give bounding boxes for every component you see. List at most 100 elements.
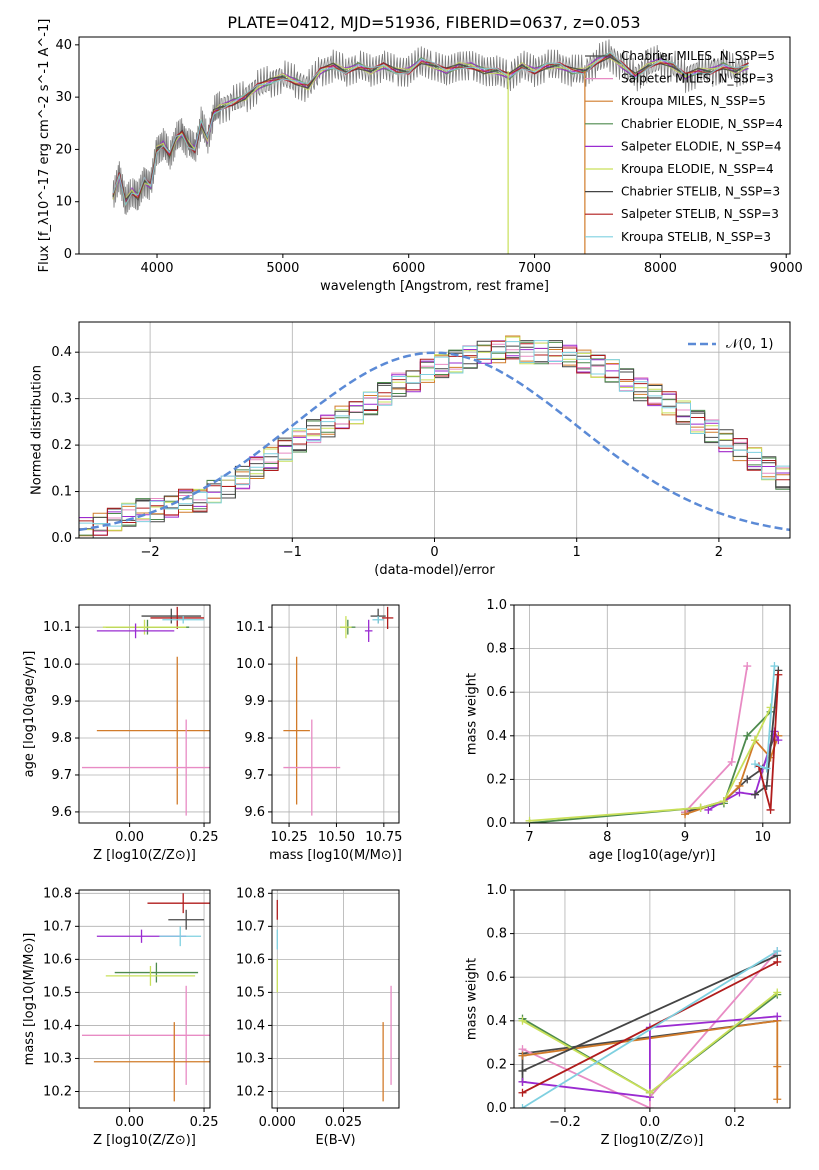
plot-area <box>79 605 210 823</box>
weight-marker <box>751 790 760 799</box>
y-tick-label: 9.9 <box>244 694 265 709</box>
y-axis-label: age [log10(age/yr)] <box>22 651 37 778</box>
y-axis-label: mass weight <box>465 958 480 1040</box>
weight-marker <box>743 775 752 784</box>
y-tick-label: 10.8 <box>236 886 265 901</box>
panel-massweight-vs-age: 7 8 9 10 0.0 0.2 0.4 0.6 0.8 1.0 age [log10(age/yr… <box>465 598 791 863</box>
y-tick-label: 0.4 <box>486 729 507 744</box>
weight-marker <box>773 957 782 966</box>
y-tick-label: 0.3 <box>51 392 72 407</box>
weight-line-2 <box>684 735 780 816</box>
weight-line-5 <box>529 707 772 822</box>
panel-age-vs-Z: 0.00 0.25 9.6 9.7 9.8 9.9 10.0 10.1 Z [log10(Z/Z… <box>22 604 219 863</box>
y-tick-label: 0.8 <box>486 927 507 942</box>
legend-label: Kroupa MILES, N_SSP=5 <box>621 94 766 108</box>
y-axis-label: Flux [f_λ10^-17 erg cm^-2 s^-1 A^-1] <box>37 19 52 273</box>
y-tick-label: 10.4 <box>43 1018 72 1033</box>
legend-label: Chabrier MILES, N_SSP=5 <box>621 49 775 63</box>
plot-area <box>79 890 210 1108</box>
legend-label: 𝒩(0, 1) <box>726 337 773 352</box>
weight-marker <box>727 757 736 766</box>
axes-frame <box>271 889 400 1109</box>
y-tick-label: 10.5 <box>236 985 265 1000</box>
y-tick-label: 9.7 <box>244 768 265 783</box>
weight-marker <box>774 736 783 745</box>
y-tick-label: 0.4 <box>51 345 72 360</box>
x-tick-label: 4000 <box>140 261 173 276</box>
y-tick-label: 20 <box>55 142 72 157</box>
weight-marker <box>719 797 728 806</box>
y-axis-label: Normed distribution <box>30 365 45 495</box>
weight-marker <box>645 1088 654 1097</box>
legend: 𝒩(0, 1) <box>688 337 773 352</box>
weight-marker <box>773 947 782 956</box>
weight-marker <box>773 1062 782 1071</box>
legend-label: Chabrier STELIB, N_SSP=3 <box>621 185 780 199</box>
x-tick-label: 6000 <box>392 261 425 276</box>
y-tick-label: 1.0 <box>486 883 507 898</box>
weight-marker <box>773 988 782 997</box>
weight-line-1 <box>522 950 778 1108</box>
y-tick-label: 9.6 <box>51 805 72 820</box>
y-tick-label: 0.8 <box>486 642 507 657</box>
x-axis-label: Z [log10(Z/Z⊙)] <box>93 1133 196 1148</box>
plot-area <box>272 890 399 1108</box>
legend-label: Salpeter MILES, N_SSP=3 <box>621 72 774 86</box>
legend-label: Kroupa ELODIE, N_SSP=4 <box>621 162 774 176</box>
weight-marker <box>743 662 752 671</box>
y-tick-label: 0.4 <box>486 1014 507 1029</box>
plot-area <box>112 39 749 254</box>
x-axis-label: age [log10(age/yr)] <box>589 848 716 863</box>
weight-marker <box>762 764 771 773</box>
y-tick-label: 0.2 <box>51 438 72 453</box>
x-tick-label: 8 <box>603 830 611 845</box>
y-tick-label: 10.6 <box>236 952 265 967</box>
weight-marker <box>518 1051 527 1060</box>
x-tick-label: 7 <box>525 830 533 845</box>
x-tick-label: 10.75 <box>365 830 402 845</box>
weight-line-7 <box>522 961 778 1094</box>
x-axis-label: (data-model)/error <box>374 563 495 578</box>
y-tick-label: 0 <box>64 247 72 262</box>
y-tick-label: 10 <box>55 195 72 210</box>
axes-frame <box>78 604 211 824</box>
weight-marker <box>766 805 775 814</box>
x-axis-label: E(B-V) <box>315 1133 355 1148</box>
plot-area <box>272 605 399 823</box>
weight-marker <box>774 670 783 679</box>
plot-area <box>79 322 790 538</box>
weight-marker <box>645 1104 654 1108</box>
x-tick-label: 0.000 <box>259 1115 296 1130</box>
x-tick-label: 0.0 <box>640 1115 661 1130</box>
weight-line-8 <box>522 950 778 1108</box>
x-tick-label: 0.2 <box>724 1115 745 1130</box>
x-axis-label: mass [log10(M/M⊙)] <box>269 848 402 863</box>
x-axis-label: wavelength [Angstrom, rest frame] <box>320 279 549 294</box>
weight-marker <box>518 1066 527 1075</box>
x-tick-label: 0.00 <box>115 830 144 845</box>
legend-label: Kroupa STELIB, N_SSP=3 <box>621 230 771 244</box>
x-tick-label: 9 <box>681 830 689 845</box>
y-tick-label: 9.7 <box>51 768 72 783</box>
panel-age-vs-mass: 10.25 10.50 10.75 9.6 9.7 9.8 9.9 10.0 10.1 mass … <box>236 604 402 863</box>
panel-residuals: 𝒩(0, 1) −2 −1 0 1 2 0.0 0.1 0.2 0.3 0.4 (data-model… <box>30 321 791 578</box>
x-tick-label: 1 <box>573 545 581 560</box>
weight-line-6 <box>522 954 778 1072</box>
legend: Chabrier MILES, N_SSP=5 Salpeter MILES, N… <box>585 49 783 244</box>
axes-frame <box>78 36 791 255</box>
y-tick-label: 10.5 <box>43 985 72 1000</box>
axes-frame <box>78 889 211 1109</box>
x-tick-label: 10.50 <box>318 830 355 845</box>
y-tick-label: 10.4 <box>236 1018 265 1033</box>
y-tick-label: 10.1 <box>43 620 72 635</box>
weight-marker <box>518 1104 527 1108</box>
weight-marker <box>518 1016 527 1025</box>
y-tick-label: 0.0 <box>51 531 72 546</box>
y-tick-label: 10.8 <box>43 886 72 901</box>
histogram-step-8 <box>79 340 790 527</box>
model-line-5 <box>112 57 749 201</box>
y-tick-label: 40 <box>55 38 72 53</box>
y-tick-label: 0.0 <box>486 816 507 831</box>
y-axis-label: mass weight <box>465 673 480 755</box>
